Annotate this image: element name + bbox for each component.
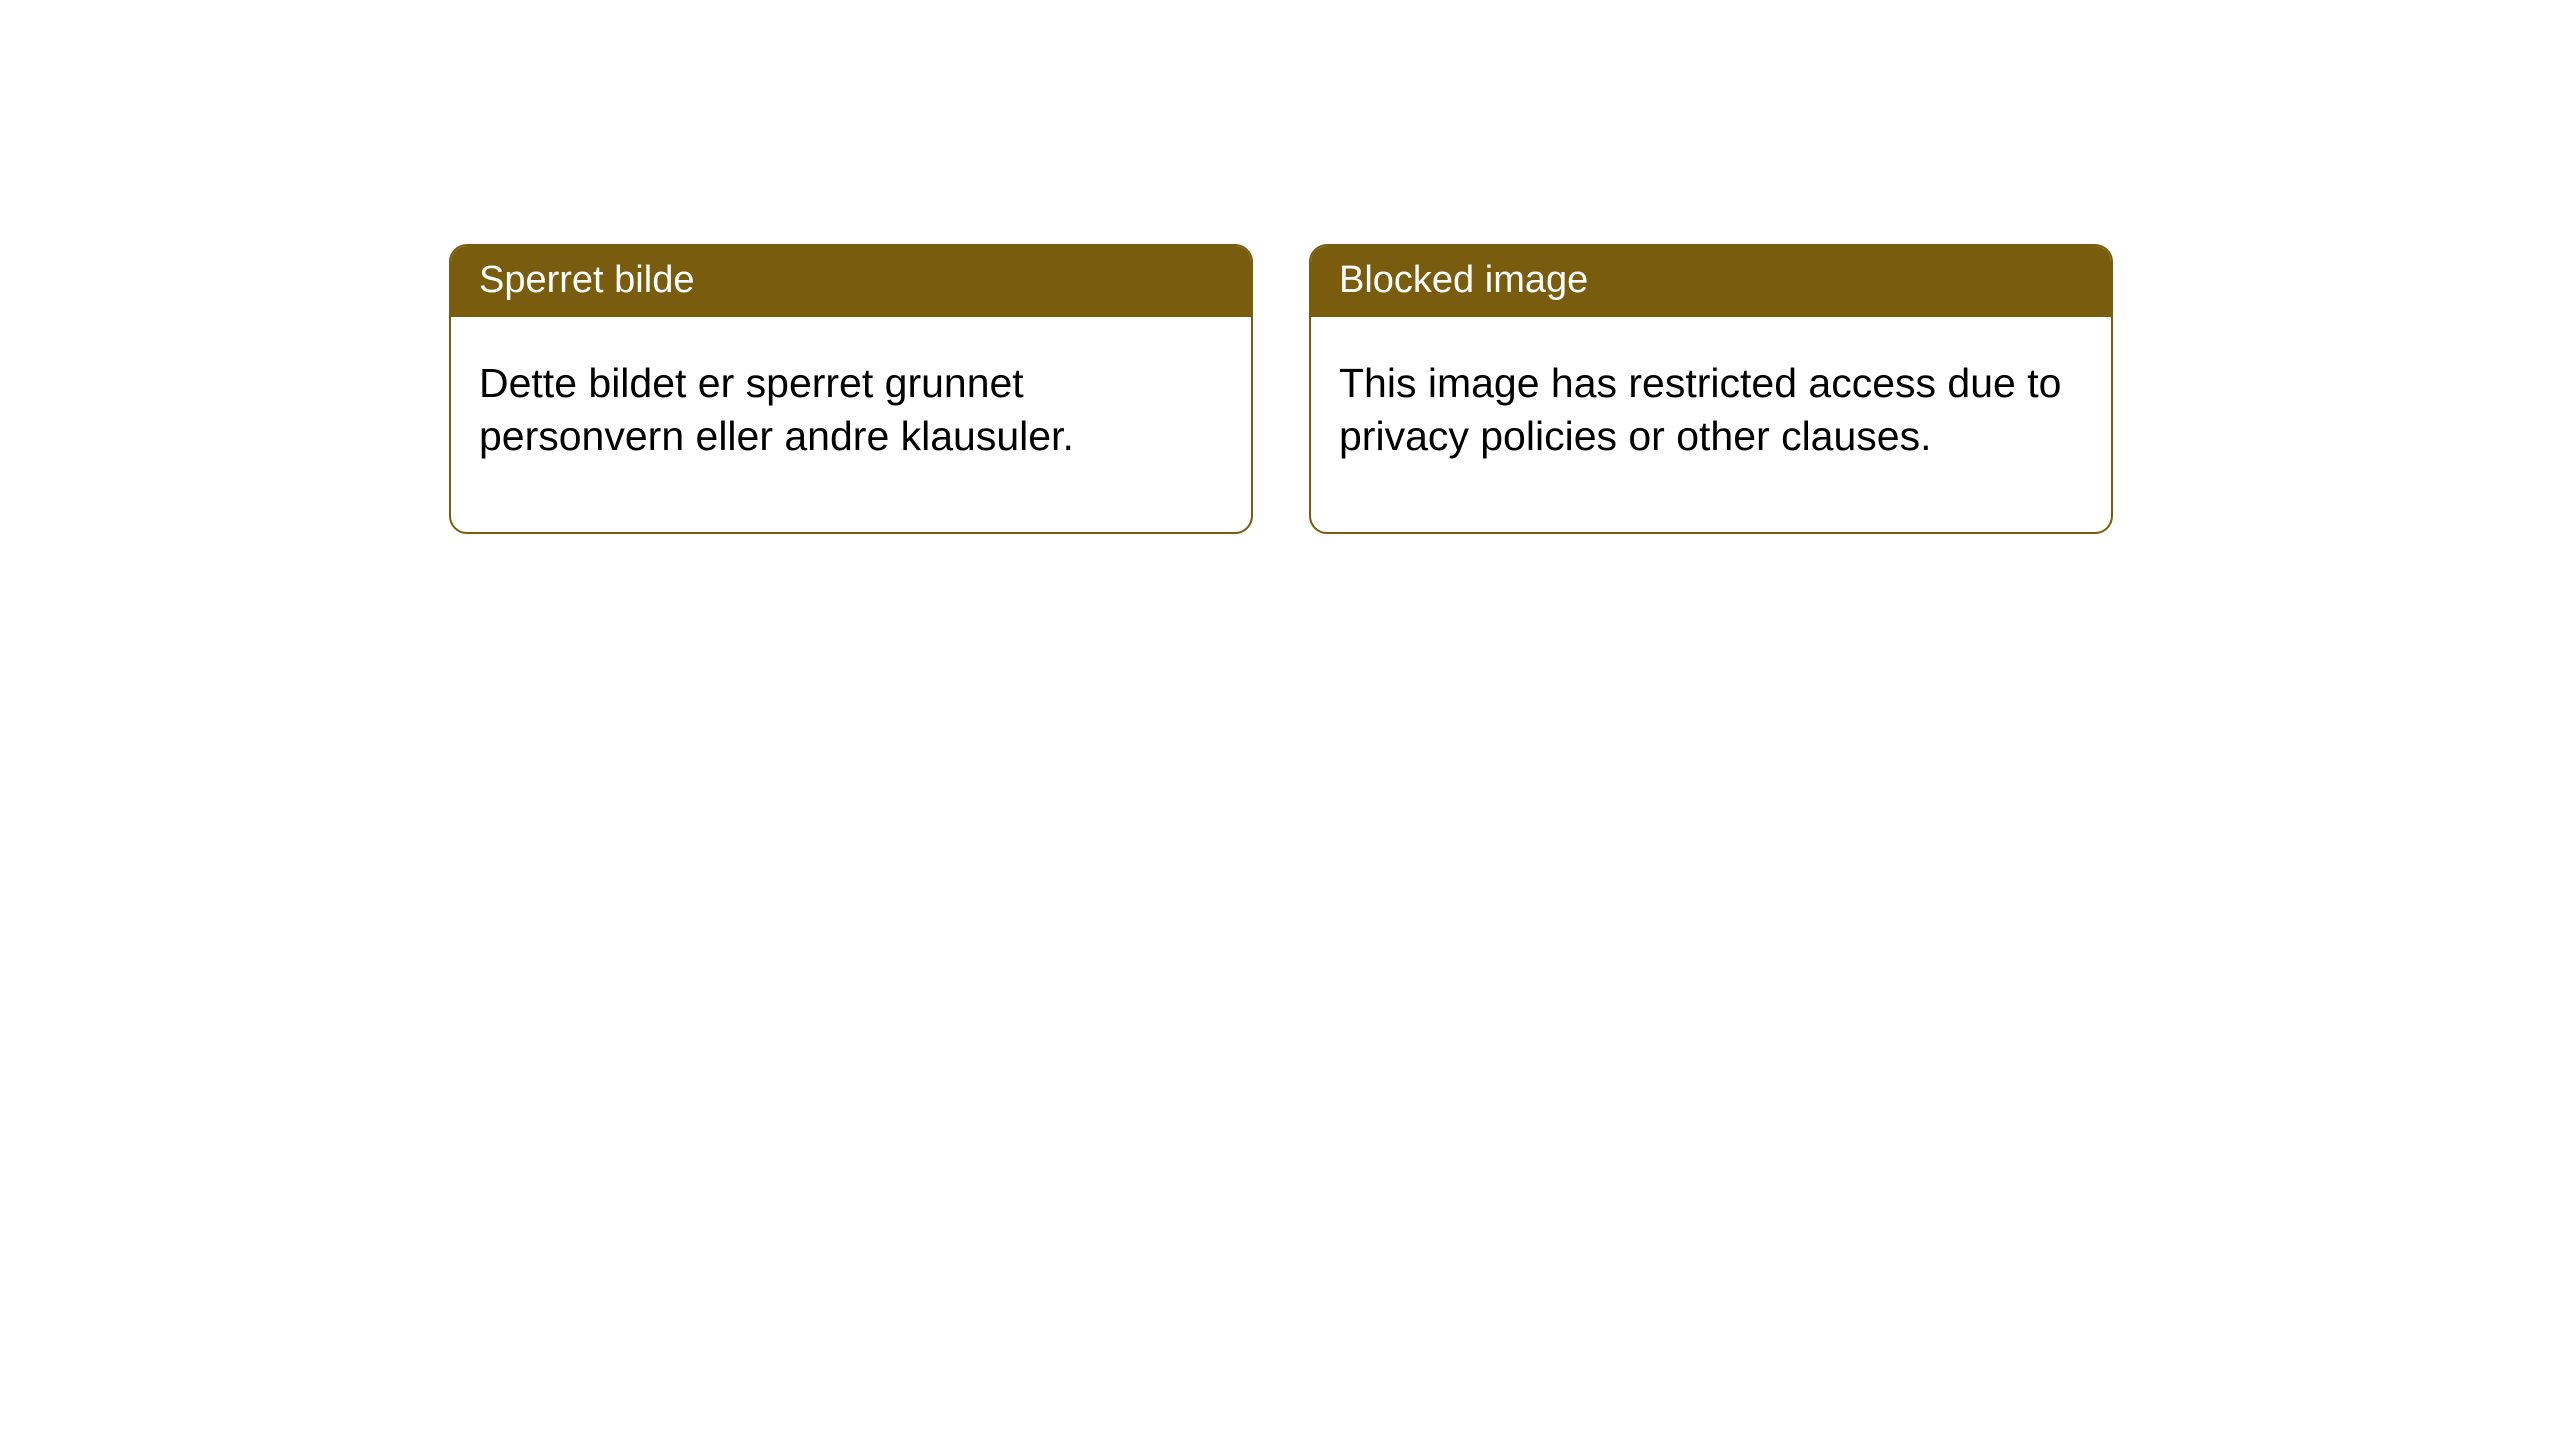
notice-body: Dette bildet er sperret grunnet personve… [451,317,1251,532]
notice-card-english: Blocked image This image has restricted … [1309,244,2113,534]
notice-header: Sperret bilde [451,246,1251,317]
notice-container: Sperret bilde Dette bildet er sperret gr… [449,244,2113,534]
notice-header: Blocked image [1311,246,2111,317]
notice-body: This image has restricted access due to … [1311,317,2111,532]
notice-card-norwegian: Sperret bilde Dette bildet er sperret gr… [449,244,1253,534]
